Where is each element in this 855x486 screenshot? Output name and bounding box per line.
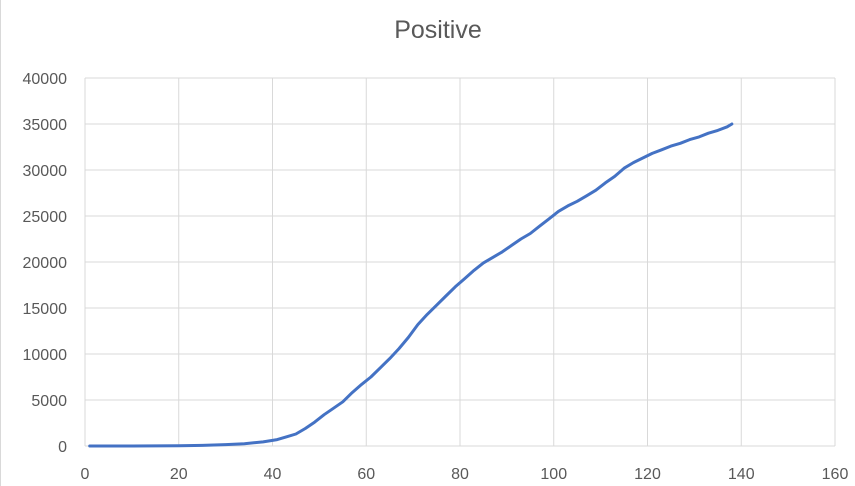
x-tick-label: 20 xyxy=(170,466,188,483)
y-tick-label: 35000 xyxy=(23,117,68,134)
y-tick-label: 5000 xyxy=(31,393,67,410)
x-tick-label: 100 xyxy=(540,466,567,483)
y-tick-label: 25000 xyxy=(23,209,68,226)
y-tick-label: 0 xyxy=(58,439,67,456)
x-tick-label: 120 xyxy=(634,466,661,483)
y-tick-label: 30000 xyxy=(23,163,68,180)
x-tick-label: 60 xyxy=(357,466,375,483)
chart-title: Positive xyxy=(394,16,482,44)
x-tick-label: 160 xyxy=(822,466,849,483)
y-tick-label: 10000 xyxy=(23,347,68,364)
grid-layer xyxy=(84,77,836,447)
y-tick-label: 15000 xyxy=(23,301,68,318)
series-line xyxy=(88,122,734,448)
axis-labels: 0 5000 10000 15000 20000 25000 30000 35000 40000… xyxy=(23,71,849,483)
y-tick-label: 20000 xyxy=(23,255,68,272)
x-tick-label: 140 xyxy=(728,466,755,483)
x-tick-label: 80 xyxy=(451,466,469,483)
series-layer xyxy=(88,122,734,448)
x-tick-label: 40 xyxy=(264,466,282,483)
x-tick-label: 0 xyxy=(81,466,90,483)
y-tick-label: 40000 xyxy=(23,71,68,88)
